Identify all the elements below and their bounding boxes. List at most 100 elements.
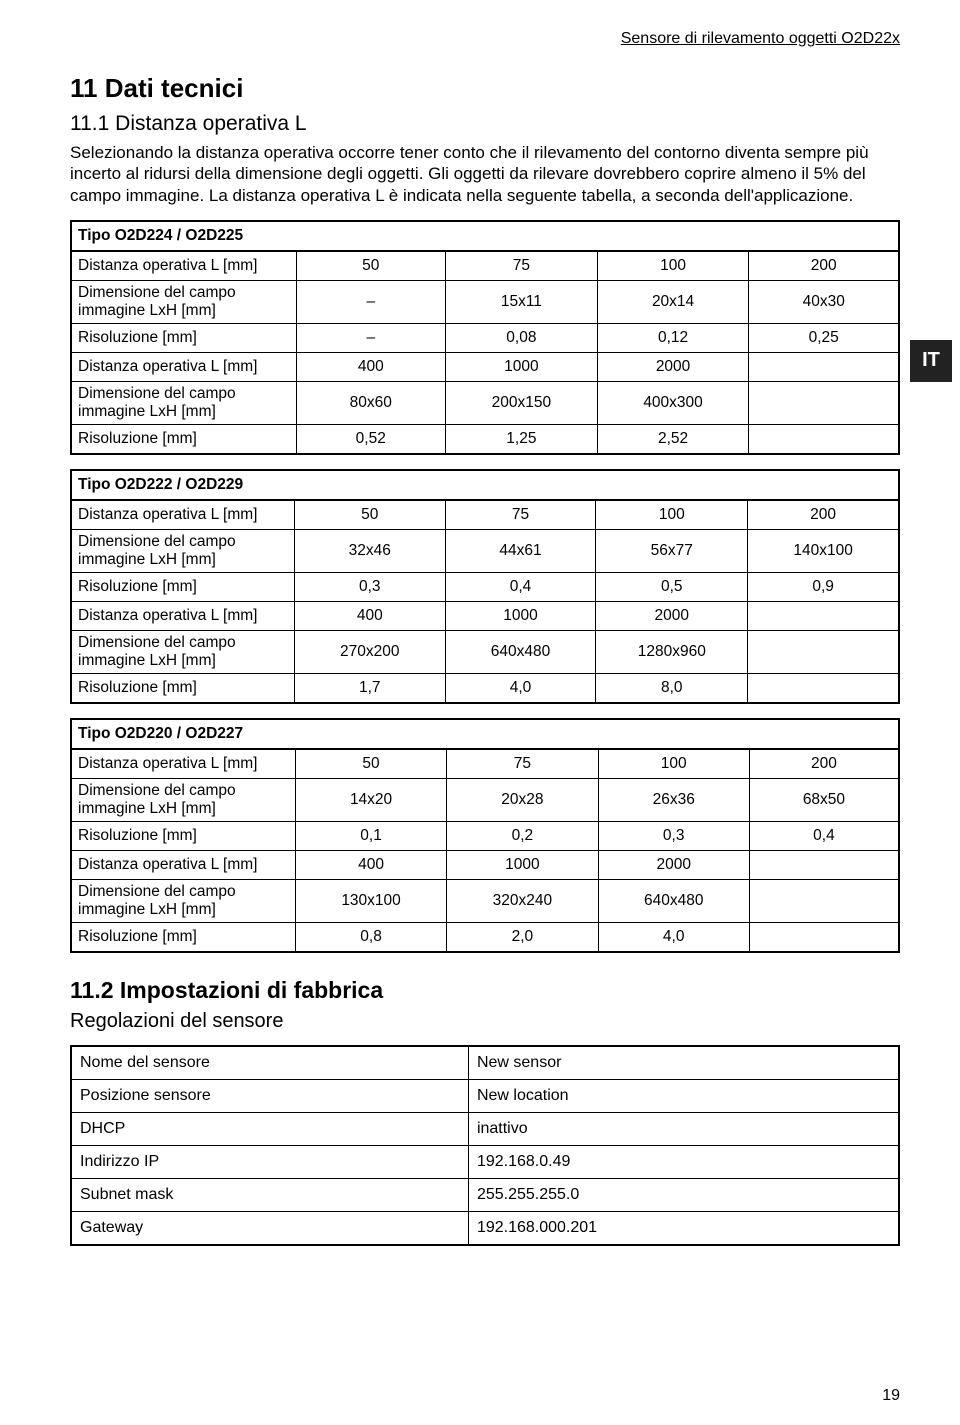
cell [748, 601, 899, 630]
cell: 40x30 [749, 280, 899, 323]
row-label: Risoluzione [mm] [71, 323, 296, 352]
cell: 1000 [446, 352, 598, 381]
page-number: 19 [882, 1387, 900, 1405]
language-badge: IT [910, 340, 952, 382]
section2-subheading: Regolazioni del sensore [70, 1010, 900, 1033]
cell: 400 [296, 352, 446, 381]
cell: 0,9 [748, 572, 899, 601]
cell [749, 424, 899, 454]
cell [749, 922, 899, 952]
document-header: Sensore di rilevamento oggetti O2D22x [70, 30, 900, 48]
cell: 400 [294, 601, 445, 630]
cell: 2,52 [597, 424, 749, 454]
cell: – [296, 323, 446, 352]
row-label: Distanza operativa L [mm] [71, 352, 296, 381]
setting-value: 255.255.255.0 [468, 1178, 899, 1211]
cell: 200 [749, 251, 899, 281]
cell: 270x200 [294, 630, 445, 673]
cell: 56x77 [596, 529, 748, 572]
row-label: Risoluzione [mm] [71, 922, 295, 952]
cell: 50 [294, 500, 445, 530]
cell: 0,52 [296, 424, 446, 454]
setting-name: Nome del sensore [71, 1046, 468, 1080]
cell: 0,8 [295, 922, 446, 952]
cell: 0,1 [295, 821, 446, 850]
cell: 75 [446, 251, 598, 281]
cell [748, 630, 899, 673]
setting-name: Subnet mask [71, 1178, 468, 1211]
cell: 100 [596, 500, 748, 530]
cell: 0,5 [596, 572, 748, 601]
data-table-2: Tipo O2D222 / O2D229 Distanza operativa … [70, 469, 900, 704]
cell [748, 673, 899, 703]
cell [749, 879, 899, 922]
cell: 0,25 [749, 323, 899, 352]
row-label: Dimensione del campo immagine LxH [mm] [71, 529, 294, 572]
cell: 200x150 [446, 381, 598, 424]
cell: 140x100 [748, 529, 899, 572]
setting-name: Gateway [71, 1211, 468, 1245]
cell: 0,3 [294, 572, 445, 601]
cell: 4,0 [598, 922, 749, 952]
cell: 0,3 [598, 821, 749, 850]
intro-paragraph: Selezionando la distanza operativa occor… [70, 142, 900, 206]
row-label: Dimensione del campo immagine LxH [mm] [71, 630, 294, 673]
cell: 640x480 [445, 630, 596, 673]
cell: 4,0 [445, 673, 596, 703]
cell: 75 [447, 749, 598, 779]
table-3-wrap: Tipo O2D220 / O2D227 Distanza operativa … [70, 718, 900, 953]
cell: 1000 [447, 850, 598, 879]
settings-table: Nome del sensoreNew sensor Posizione sen… [70, 1045, 900, 1246]
cell [749, 850, 899, 879]
cell: 0,12 [597, 323, 749, 352]
cell: 0,08 [446, 323, 598, 352]
cell: 0,2 [447, 821, 598, 850]
cell: 20x14 [597, 280, 749, 323]
section2-heading: 11.2 Impostazioni di fabbrica [70, 977, 900, 1004]
cell: 2000 [596, 601, 748, 630]
setting-name: Indirizzo IP [71, 1145, 468, 1178]
cell [749, 352, 899, 381]
cell: 100 [598, 749, 749, 779]
row-label: Risoluzione [mm] [71, 821, 295, 850]
row-label: Distanza operativa L [mm] [71, 749, 295, 779]
setting-name: DHCP [71, 1112, 468, 1145]
cell: 2000 [597, 352, 749, 381]
cell: 68x50 [749, 778, 899, 821]
cell: 32x46 [294, 529, 445, 572]
section-heading: 11 Dati tecnici [70, 73, 900, 104]
row-label: Dimensione del campo immagine LxH [mm] [71, 879, 295, 922]
cell: 14x20 [295, 778, 446, 821]
setting-value: New location [468, 1079, 899, 1112]
data-table-1: Tipo O2D224 / O2D225 Distanza operativa … [70, 220, 900, 455]
setting-value: 192.168.0.49 [468, 1145, 899, 1178]
row-label: Dimensione del campo immagine LxH [mm] [71, 280, 296, 323]
cell: 75 [445, 500, 596, 530]
subsection-heading: 11.1 Distanza operativa L [70, 112, 900, 136]
cell: 100 [597, 251, 749, 281]
row-label: Distanza operativa L [mm] [71, 601, 294, 630]
cell: 200 [749, 749, 899, 779]
setting-value: 192.168.000.201 [468, 1211, 899, 1245]
table-2-wrap: Tipo O2D222 / O2D229 Distanza operativa … [70, 469, 900, 704]
cell: 1280x960 [596, 630, 748, 673]
row-label: Risoluzione [mm] [71, 424, 296, 454]
cell: 1000 [445, 601, 596, 630]
setting-name: Posizione sensore [71, 1079, 468, 1112]
row-label: Dimensione del campo immagine LxH [mm] [71, 381, 296, 424]
table-1-wrap: IT Tipo O2D224 / O2D225 Distanza operati… [70, 220, 900, 455]
cell: 15x11 [446, 280, 598, 323]
row-label: Risoluzione [mm] [71, 673, 294, 703]
row-label: Distanza operativa L [mm] [71, 251, 296, 281]
cell: 640x480 [598, 879, 749, 922]
table-title: Tipo O2D222 / O2D229 [71, 470, 899, 500]
cell: 50 [295, 749, 446, 779]
cell: 1,7 [294, 673, 445, 703]
cell: 400 [295, 850, 446, 879]
row-label: Risoluzione [mm] [71, 572, 294, 601]
setting-value: inattivo [468, 1112, 899, 1145]
row-label: Distanza operativa L [mm] [71, 850, 295, 879]
setting-value: New sensor [468, 1046, 899, 1080]
table-title: Tipo O2D224 / O2D225 [71, 221, 899, 251]
cell: 0,4 [445, 572, 596, 601]
